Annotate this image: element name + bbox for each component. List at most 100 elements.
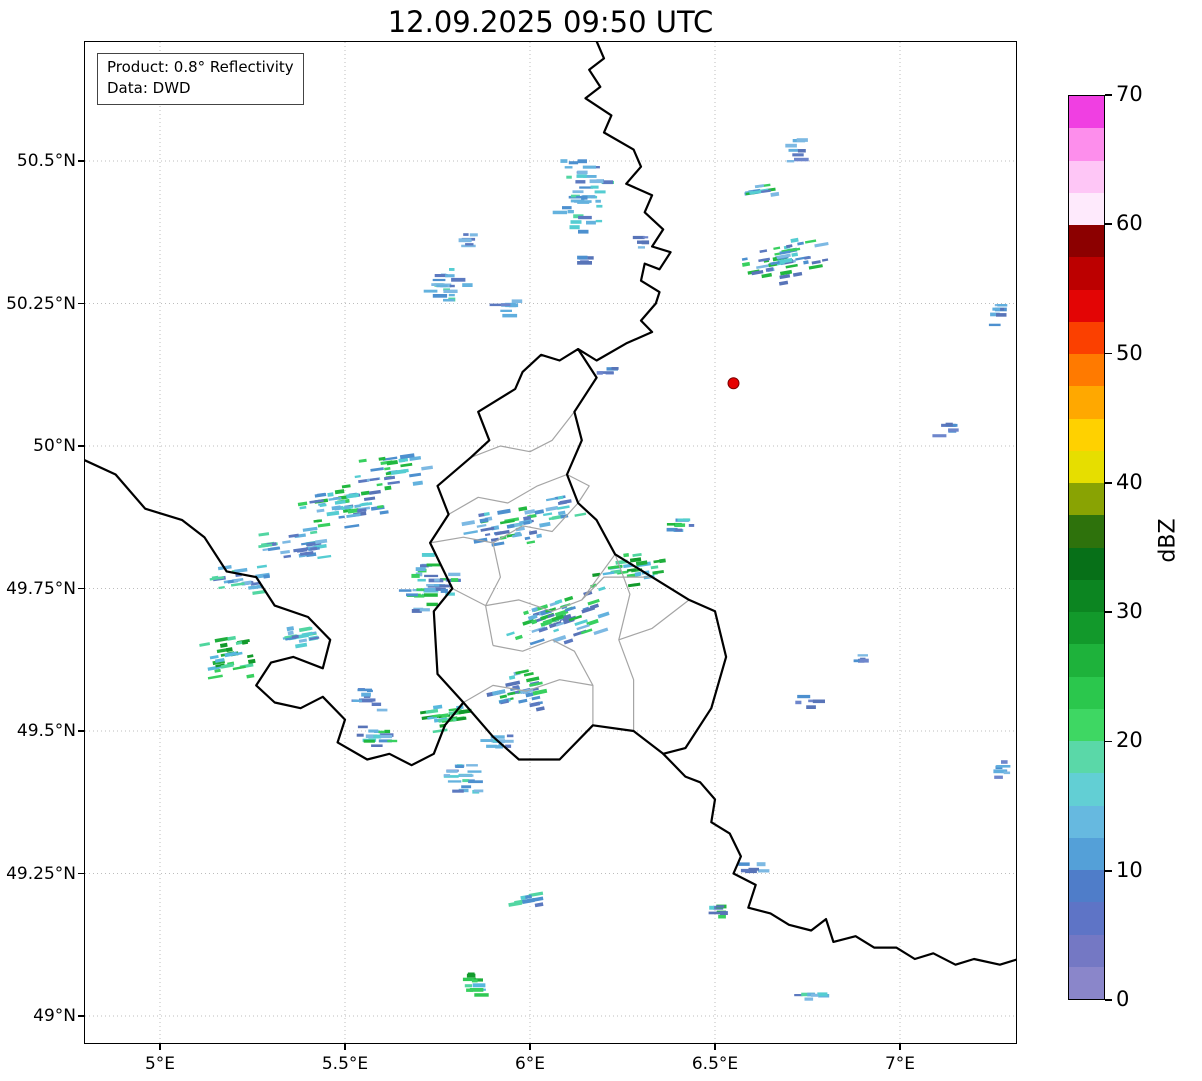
colorbar-segment: [1069, 257, 1104, 290]
colorbar-tick-label: 10: [1116, 857, 1143, 882]
district-border: [470, 411, 575, 458]
colorbar-segment: [1069, 321, 1104, 354]
radar-echo-cluster: [552, 159, 614, 234]
colorbar-segment: [1069, 579, 1104, 612]
country-border: [662, 752, 1016, 966]
colorbar-tick-label: 40: [1116, 469, 1143, 494]
radar-echo-cluster: [794, 992, 830, 1001]
country-border: [429, 348, 728, 761]
data-source-label: Data: DWD: [107, 79, 191, 97]
radar-echo-cluster: [744, 183, 780, 197]
radar-echo-cluster: [632, 235, 650, 249]
radar-echo-cluster: [795, 694, 825, 709]
y-tick-label: 49.5°N: [16, 721, 76, 741]
radar-echo-cluster: [506, 583, 610, 646]
colorbar-segment: [1069, 450, 1104, 483]
district-border: [581, 576, 653, 601]
radar-site-marker: [727, 377, 740, 390]
x-tick-mark: [714, 1043, 716, 1050]
radar-echo-cluster: [508, 891, 544, 908]
radar-echo-cluster: [708, 904, 728, 919]
colorbar-tick-label: 30: [1116, 599, 1143, 624]
radar-echo-cluster: [443, 764, 484, 794]
y-tick-mark: [78, 302, 85, 305]
radar-echo-cluster: [988, 304, 1008, 327]
radar-echo-cluster: [489, 299, 523, 318]
colorbar-tick-mark: [1105, 740, 1112, 743]
y-tick-label: 50.25°N: [6, 293, 76, 314]
radar-echo-cluster: [351, 688, 388, 712]
district-border: [429, 502, 579, 544]
radar-echo-cluster: [282, 626, 320, 649]
district-border: [492, 639, 594, 686]
colorbar-segment: [1069, 225, 1104, 258]
colorbar-segment: [1069, 773, 1104, 806]
country-border: [85, 459, 465, 767]
radar-echo-cluster: [592, 552, 666, 588]
radar-echo-cluster: [297, 484, 389, 529]
district-border: [618, 599, 690, 641]
colorbar-gradient: [1069, 96, 1104, 999]
product-info-box: Product: 0.8° Reflectivity Data: DWD: [97, 53, 304, 105]
radar-echo-cluster: [199, 635, 256, 680]
x-tick-label: 5.5°E: [321, 1054, 369, 1074]
colorbar-segment: [1069, 870, 1104, 903]
radar-echo-cluster: [461, 506, 542, 547]
colorbar: [1068, 95, 1105, 1000]
colorbar-tick-label: 50: [1116, 340, 1143, 365]
colorbar-segment: [1069, 741, 1104, 774]
radar-echo-cluster: [462, 972, 489, 997]
y-tick-mark: [78, 730, 85, 732]
country-border: [577, 42, 672, 362]
y-tick-mark: [78, 445, 85, 447]
colorbar-segment: [1069, 515, 1104, 548]
radar-echo-cluster: [666, 518, 695, 532]
y-tick-mark: [78, 872, 85, 875]
y-tick-mark: [78, 587, 85, 590]
product-label: Product: 0.8° Reflectivity: [107, 58, 294, 76]
radar-echo-cluster: [596, 367, 619, 375]
radar-echo-cluster: [398, 553, 461, 613]
radar-echo-cluster: [354, 453, 434, 491]
colorbar-tick-mark: [1105, 611, 1112, 613]
district-border: [614, 554, 635, 731]
y-tick-mark: [78, 1015, 85, 1017]
radar-echo-cluster: [534, 495, 587, 528]
colorbar-segment: [1069, 289, 1104, 322]
x-tick-mark: [344, 1043, 346, 1050]
colorbar-tick-label: 20: [1116, 728, 1143, 753]
x-tick-label: 6.5°E: [691, 1054, 739, 1074]
colorbar-segment: [1069, 96, 1104, 129]
y-tick-label: 50.5°N: [16, 151, 76, 171]
radar-echo-cluster: [993, 760, 1011, 779]
radar-echo-cluster: [356, 725, 398, 747]
radar-echo-cluster: [738, 862, 770, 874]
radar-echo-cluster: [577, 255, 594, 265]
x-tick-mark: [899, 1043, 901, 1050]
colorbar-segment: [1069, 386, 1104, 419]
map-plot-area: Product: 0.8° Reflectivity Data: DWD: [85, 42, 1016, 1043]
radar-echo-cluster: [423, 268, 473, 302]
colorbar-segment: [1069, 354, 1104, 387]
x-tick-label: 6°E: [514, 1054, 546, 1074]
y-tick-label: 49°N: [33, 1006, 76, 1026]
radar-echo-cluster: [458, 233, 478, 248]
y-tick-label: 49.75°N: [6, 578, 76, 599]
y-tick-label: 50°N: [33, 436, 76, 456]
radar-echo-cluster: [785, 138, 809, 163]
colorbar-segment: [1069, 192, 1104, 225]
radar-echo-cluster: [258, 526, 332, 560]
district-border: [463, 679, 594, 726]
district-border: [448, 473, 568, 515]
colorbar-tick-mark: [1105, 223, 1112, 226]
colorbar-segment: [1069, 966, 1104, 999]
colorbar-tick-mark: [1105, 482, 1112, 484]
radar-map: [85, 42, 1016, 1043]
colorbar-segment: [1069, 612, 1104, 645]
x-tick-mark: [529, 1043, 531, 1050]
colorbar-label: dBZ: [1155, 518, 1181, 563]
radar-echo-cluster: [486, 669, 548, 712]
y-tick-label: 49.25°N: [6, 863, 76, 884]
district-border: [452, 553, 616, 612]
